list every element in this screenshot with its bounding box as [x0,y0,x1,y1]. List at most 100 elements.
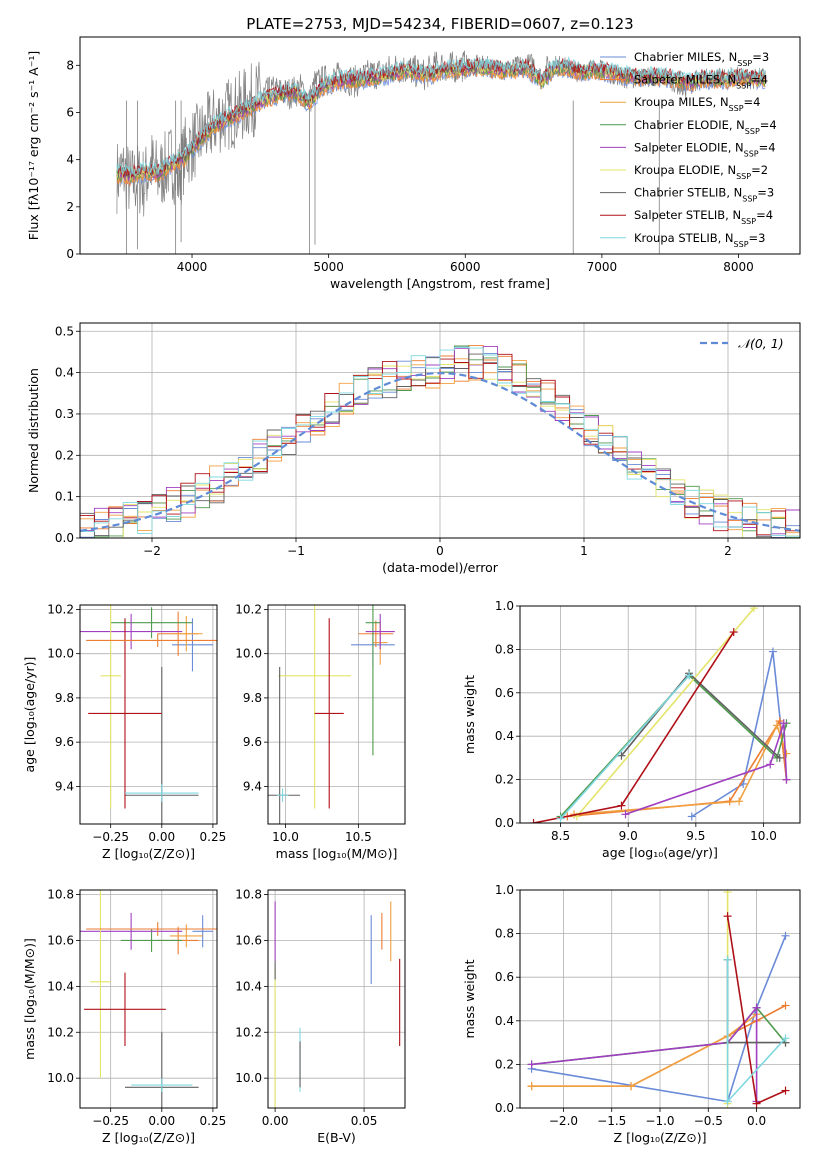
errorbar-point [365,613,395,650]
mass-weight-vs-age-ytick-label: 0.0 [495,816,514,830]
histogram-series-6 [80,362,800,538]
mass-weight-vs-Z-ytick-label: 1.0 [495,883,514,897]
mass-vs-EBV-frame [267,889,406,1109]
residuals-ytick-label: 0.4 [55,366,74,380]
errorbar-point [314,618,344,809]
mass-weight-vs-age-ylabel: mass weight [462,675,477,754]
mass-weight-vs-Z-ytick-label: 0.0 [495,1101,514,1115]
weight-marker [527,1060,536,1069]
age-vs-mass-ytick-label: 10.0 [235,647,262,661]
errorbar-point [365,605,381,756]
charts-root: 4000 5000 6000 7000 8000 0 2 4 6 8 wavelength [Ang… [22,36,801,1145]
residuals-axes: −2 −1 0 1 2 0.0 0.1 0.2 0.3 0.4 0.5 (data-model)/er… [26,322,801,575]
mass-vs-EBV-ytick-label: 10.0 [235,1071,262,1085]
spectrum-ytick-label: 8 [66,58,74,72]
residuals-ytick-label: 0.0 [55,531,74,545]
spectrum-ytick-label: 0 [66,247,74,261]
legend-entry-2: Salpeter MILES, NSSP=4 [634,73,768,91]
weight-marker [723,955,732,964]
weight-marker [687,812,696,821]
weight-marker [775,717,784,726]
legend-entry-3: Kroupa MILES, NSSP=4 [634,95,760,113]
mass-weight-vs-Z-xtick-label: −2.0 [549,1114,578,1128]
spectrum-xtick-label: 4000 [177,260,208,274]
spectrum-frame [79,36,801,255]
figure-title: PLATE=2753, MJD=54234, FIBERID=0607, z=0… [246,15,633,33]
residuals-xlabel: (data-model)/error [382,560,499,575]
weight-marker [735,797,744,806]
weight-series-1 [531,935,787,1103]
residuals-plot-area [80,345,800,538]
mass-vs-EBV-ytick-label: 10.4 [235,979,262,993]
mass-vs-Z-frame [79,889,218,1109]
weight-series-5 [625,722,788,816]
histogram-series-8 [80,353,800,538]
errorbar-point [80,613,183,650]
spectrum-ytick-label: 2 [66,200,74,214]
residuals-ylabel: Normed distribution [26,368,41,493]
age-vs-mass-ytick-label: 9.6 [243,735,262,749]
weight-marker [766,760,775,769]
spectrum-ytick-label: 6 [66,105,74,119]
mass-vs-Z-xtick-label: −0.25 [92,1114,129,1128]
spectrum-axes: 4000 5000 6000 7000 8000 0 2 4 6 8 wavelength [Ang… [26,36,801,291]
residuals-ytick-label: 0.2 [55,448,74,462]
age-vs-Z-xtick-label: 0.00 [148,830,175,844]
mass-vs-Z-ytick-label: 10.8 [47,888,74,902]
residuals-xtick-label: −2 [143,544,161,558]
spectrum-ytick-label: 4 [66,153,74,167]
age-vs-Z-xtick-label: 0.25 [200,830,227,844]
errorbar-point [169,924,203,948]
mass-weight-vs-age-ytick-label: 0.4 [495,729,514,743]
weight-marker [729,628,738,637]
residuals-xtick-label: 1 [580,544,588,558]
legend-entry-8: Salpeter STELIB, NSSP=4 [634,208,773,226]
mass-weight-vs-Z-ylabel: mass weight [462,959,477,1038]
mass-weight-vs-age-plot-area [529,606,791,823]
mass-weight-vs-age-frame [519,605,801,824]
weight-series-3 [531,1013,758,1087]
weight-marker [723,890,732,897]
age-vs-mass-frame [267,604,406,825]
age-vs-Z-frame [79,604,218,825]
mass-vs-EBV-plot-area [274,901,401,1108]
age-vs-mass-xlabel: mass [log₁₀(M/M⊙)] [276,846,398,861]
mass-weight-vs-Z-xtick-label: −1.0 [645,1114,674,1128]
mass-vs-Z-xtick-label: 0.00 [148,1114,175,1128]
model-line-9 [116,55,766,176]
weight-series-5 [531,1005,758,1102]
age-vs-mass-plot-area [268,605,395,824]
mass-weight-vs-age-xtick-label: 9.5 [686,829,705,843]
weight-marker [782,775,791,784]
weight-marker [781,931,790,940]
weight-marker [621,810,630,819]
age-vs-Z-plot-area [80,605,217,824]
mass-vs-Z-xlabel: Z [log₁₀(Z/Z⊙)] [102,1130,195,1145]
mass-weight-vs-age-ytick-label: 1.0 [495,599,514,613]
weight-marker [723,1097,732,1106]
mass-weight-vs-age-ytick-label: 0.8 [495,642,514,656]
mass-vs-EBV-xlabel: E(B-V) [317,1130,356,1145]
model-line-8 [116,57,766,178]
age-vs-Z-xtick-label: −0.25 [92,830,129,844]
errorbar-point [124,784,199,802]
weight-marker [779,719,788,728]
errorbar-point [86,922,217,936]
mass-vs-Z-xtick-label: 0.25 [200,1114,227,1128]
mass-vs-EBV-xtick-label: 0.05 [351,1114,378,1128]
weight-marker [527,1082,536,1091]
errorbar-point [131,1078,193,1092]
errorbar-point [80,912,183,950]
spectrum-xlabel: wavelength [Angstrom, rest frame] [330,276,550,291]
weight-marker [556,814,565,823]
mass-vs-Z-ytick-label: 10.2 [47,1025,74,1039]
age-vs-Z-ytick-label: 9.6 [55,735,74,749]
residuals-xtick-label: 0 [436,544,444,558]
residuals-ytick-label: 0.5 [55,324,74,338]
residuals-ytick-label: 0.1 [55,490,74,504]
weight-marker [685,671,694,680]
histogram-series-9 [80,346,800,538]
legend-entry-9: Kroupa STELIB, NSSP=3 [634,231,765,249]
weight-marker [768,647,777,656]
weight-marker [782,749,791,758]
